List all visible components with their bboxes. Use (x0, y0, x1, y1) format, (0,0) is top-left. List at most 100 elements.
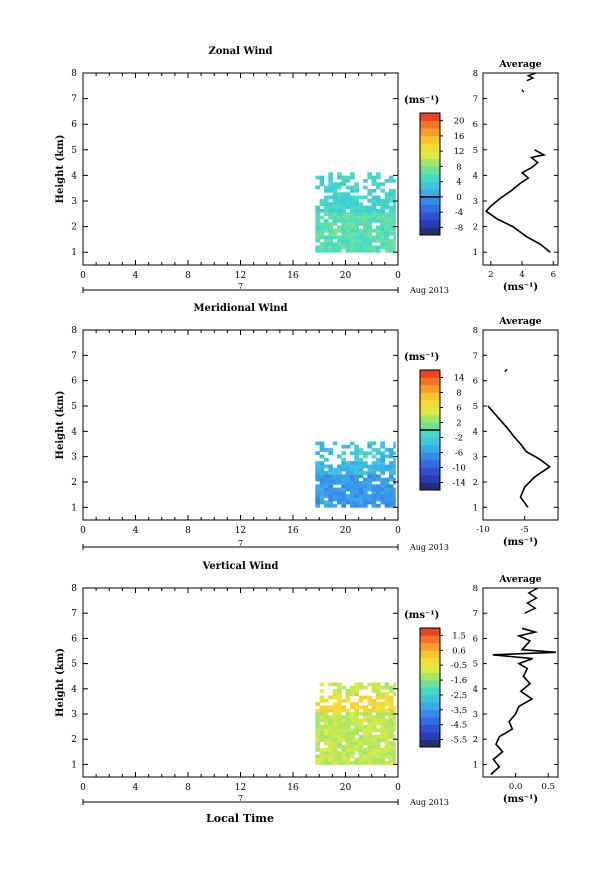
heatmap-cell (388, 464, 394, 469)
y-tick-label: 8 (71, 69, 77, 79)
heatmap-cell (367, 682, 372, 687)
heatmap-cell (328, 757, 333, 762)
heatmap-cell (341, 202, 346, 206)
heatmap-cell (384, 487, 390, 492)
heatmap-cell (380, 189, 385, 193)
heatmap-cell (341, 451, 346, 455)
heatmap-cell (328, 738, 333, 742)
heatmap-cell (354, 708, 359, 713)
heatmap-cell (363, 242, 368, 246)
heatmap-cell (384, 712, 390, 716)
heatmap-cell (384, 238, 390, 243)
y-tick-label: 5 (71, 402, 77, 412)
heatmap-cell (388, 212, 394, 216)
heatmap-cell (375, 761, 381, 765)
heatmap-cell (367, 497, 372, 502)
heatmap-cell (367, 464, 372, 469)
colorbar-tick-label: -4 (455, 208, 463, 218)
heatmap-cell (319, 738, 325, 742)
heatmap-cell (319, 481, 325, 485)
heatmap-cell (324, 731, 329, 736)
heatmap-cell (384, 741, 390, 746)
colorbar-tick-label: 2 (456, 419, 461, 429)
heatmap-cell (363, 461, 368, 465)
heatmap-cell (324, 235, 329, 240)
heatmap-cell (337, 228, 342, 233)
heatmap-cell (371, 218, 377, 223)
colorbar-tick-label: 0 (456, 193, 461, 203)
heatmap-cell (388, 474, 394, 479)
heatmap-cell (367, 225, 372, 230)
heatmap-cell (345, 464, 351, 469)
heatmap-cell (345, 175, 351, 180)
heatmap-cell (371, 464, 377, 469)
heatmap-cell (371, 497, 377, 502)
heatmap-cell (388, 744, 394, 749)
heatmap-cell (319, 494, 325, 498)
heatmap-cell (345, 228, 351, 233)
heatmap-cell (393, 218, 396, 223)
heatmap-cell (393, 451, 396, 455)
heatmap-cell (315, 451, 320, 455)
heatmap-cell (388, 175, 394, 180)
x-tick-label: 0 (80, 783, 86, 793)
heatmap-cell (354, 457, 359, 462)
heatmap-cell (375, 734, 381, 739)
heatmap-cell (341, 228, 346, 233)
heatmap-cell (324, 222, 329, 226)
heatmap-cell (337, 238, 342, 243)
average-panel: Average 1 2 3 4 5 6 7 8 -10 -5 (ms⁻¹) (473, 316, 559, 548)
heatmap-cell (341, 757, 346, 762)
heatmap-cell (337, 761, 342, 765)
heatmap-cell (380, 202, 385, 206)
heatmap-cell (388, 222, 394, 226)
heatmap-cell (319, 497, 325, 502)
heatmap-cells (315, 441, 396, 508)
heatmap-cell (363, 208, 368, 213)
heatmap-cell (367, 471, 372, 475)
heatmap-cell (358, 754, 364, 759)
heatmap-cell (375, 751, 381, 755)
heatmap-cell (371, 751, 377, 755)
heatmap-cell (358, 494, 364, 498)
heatmap-cell (375, 728, 381, 733)
colorbar-segment (420, 680, 440, 688)
heatmap-cell (384, 481, 390, 485)
average-y-tick-label: 6 (473, 634, 478, 644)
heatmap-cell (324, 718, 329, 723)
heatmap-cell (315, 215, 320, 220)
heatmap-cell (350, 712, 355, 716)
heatmap-cell (341, 444, 346, 449)
heatmap-cell (328, 248, 333, 253)
heatmap-cell (375, 464, 381, 469)
heatmap-cell (358, 761, 364, 765)
colorbar-segment (420, 475, 440, 483)
heatmap-cell (332, 235, 338, 240)
heatmap-cell (393, 467, 396, 472)
heatmap-cell (345, 751, 351, 755)
heatmap-cell (388, 705, 394, 710)
heatmap-cell (315, 228, 320, 233)
colorbar-segment (420, 407, 440, 416)
heatmap-cell (350, 754, 355, 759)
x-tick-label: 12 (235, 271, 246, 281)
heatmap-cell (388, 487, 394, 492)
heatmap-cell (375, 448, 381, 452)
heatmap-cell (354, 222, 359, 226)
heatmap-cell (341, 232, 346, 236)
heatmap-cell (384, 731, 390, 736)
heatmap-cell (375, 215, 381, 220)
heatmap-cell (375, 718, 381, 723)
heatmap-cell (350, 185, 355, 190)
heatmap-cell (354, 205, 359, 210)
heatmap-cell (367, 695, 372, 700)
heatmap-cell (341, 685, 346, 690)
heatmap-cell (324, 754, 329, 759)
colorbar-tick-label: -3.5 (451, 706, 467, 716)
heatmap-cell (341, 464, 346, 469)
heatmap-cell (345, 731, 351, 736)
heatmap-cell (341, 182, 346, 186)
panel-title: Zonal Wind (208, 46, 272, 57)
average-x-tick-label: 0.0 (509, 782, 523, 792)
heatmap-cell (363, 451, 368, 455)
